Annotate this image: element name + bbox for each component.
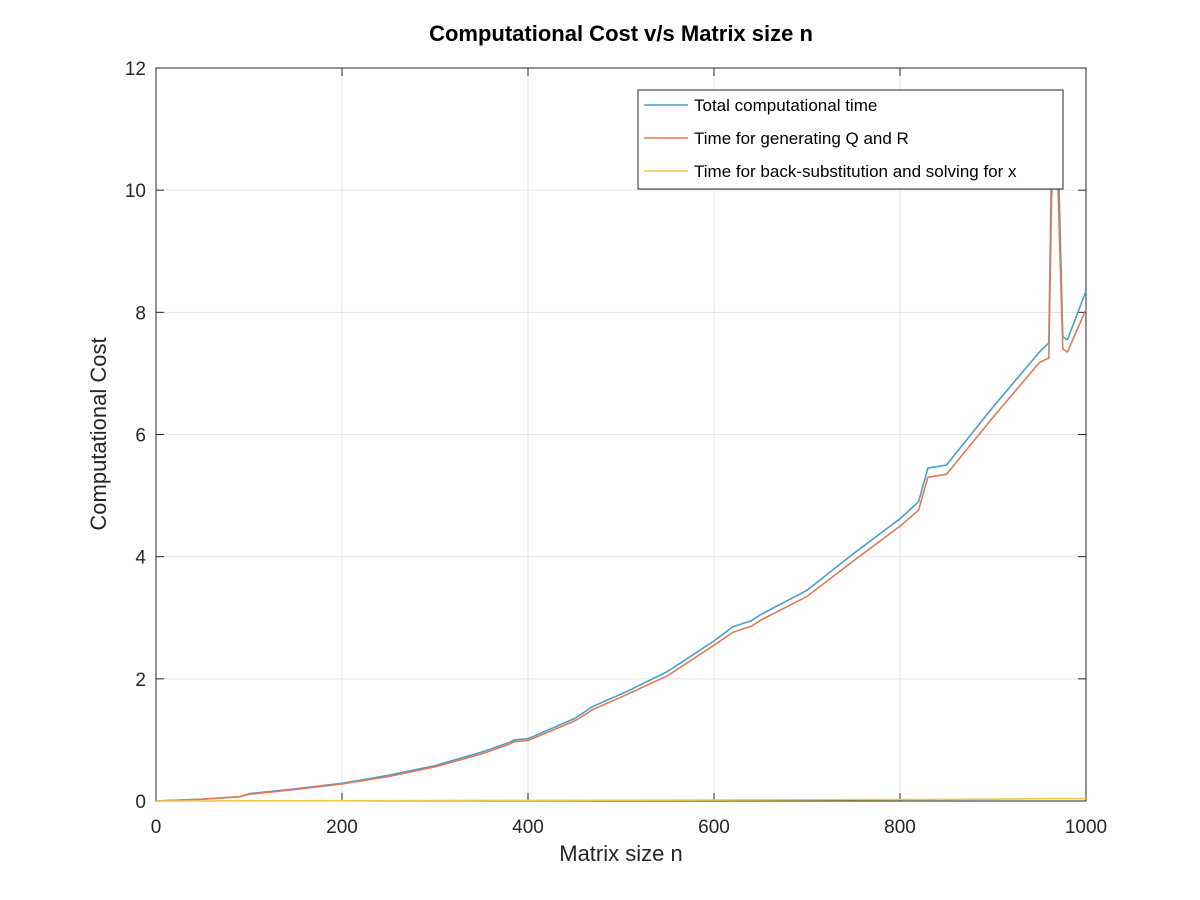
series-total-time-line xyxy=(155,128,1087,802)
x-tick-label: 1000 xyxy=(1065,817,1107,838)
y-tick-label: 8 xyxy=(135,303,146,324)
legend-label-qr: Time for generating Q and R xyxy=(694,129,909,148)
y-tick-label: 2 xyxy=(135,670,146,691)
x-axis-label: Matrix size n xyxy=(559,841,682,866)
y-tick-label: 4 xyxy=(135,548,146,569)
legend-box xyxy=(637,89,1064,190)
x-tick-label: 800 xyxy=(884,817,916,838)
series-lines xyxy=(155,128,1087,802)
legend: Total computational time Time for genera… xyxy=(637,89,1064,190)
chart-title: Computational Cost v/s Matrix size n xyxy=(429,21,813,46)
y-tick-label: 6 xyxy=(135,426,146,447)
y-axis-label: Computational Cost xyxy=(86,337,111,530)
y-tick-label: 0 xyxy=(135,792,146,813)
legend-label-backsub: Time for back-substitution and solving f… xyxy=(694,162,1017,181)
series-qr-time-line xyxy=(155,158,1087,802)
legend-label-total: Total computational time xyxy=(694,96,877,115)
series-backsub-time-line xyxy=(155,797,1086,802)
x-tick-label: 200 xyxy=(326,817,358,838)
axis-ticks: 0 200 400 600 800 1000 0 2 4 6 8 10 12 xyxy=(125,59,1107,838)
y-tick-label: 12 xyxy=(125,59,146,80)
x-tick-label: 400 xyxy=(512,817,544,838)
x-tick-label: 600 xyxy=(698,817,730,838)
y-tick-label: 10 xyxy=(125,181,146,202)
x-tick-label: 0 xyxy=(151,817,162,838)
